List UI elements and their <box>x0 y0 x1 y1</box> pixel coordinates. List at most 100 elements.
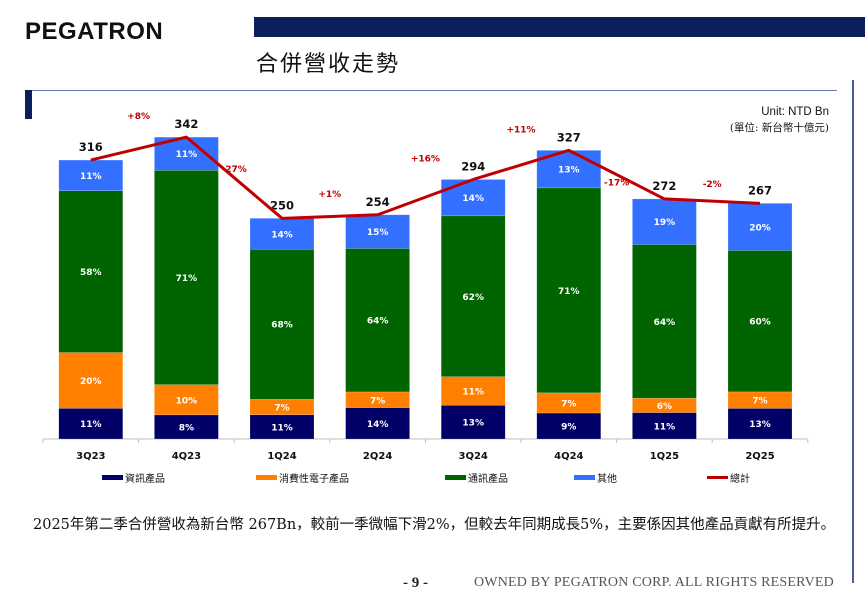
growth-label: -2% <box>703 180 722 190</box>
bar-segment-info <box>154 414 219 440</box>
segment-label: 11% <box>80 420 102 430</box>
segment-label: 62% <box>462 293 484 303</box>
copyright-notice: OWNED BY PEGATRON CORP. ALL RIGHTS RESER… <box>474 575 834 590</box>
page-title: 合併營收走勢 <box>256 52 401 77</box>
total-label: 316 <box>79 140 103 154</box>
segment-label: 20% <box>80 377 102 387</box>
legend-label: 總計 <box>730 474 750 485</box>
bar-segment-comm <box>632 244 697 399</box>
bar-segment-comm <box>345 248 410 393</box>
bar-segment-other <box>440 179 506 217</box>
category-label: 4Q24 <box>554 451 583 462</box>
legend-swatch-consumer <box>256 475 277 480</box>
category-label: 1Q24 <box>267 451 296 462</box>
segment-label: 20% <box>749 223 771 233</box>
total-label: 294 <box>461 159 485 173</box>
bar-segment-info <box>345 407 410 440</box>
segment-label: 7% <box>561 399 576 409</box>
summary-text: 2025年第二季合併營收為新台幣 267Bn，較前一季微幅下滑2%，但較去年同期… <box>33 517 836 533</box>
category-label: 2Q24 <box>363 451 392 462</box>
page-number: - 9 - <box>403 575 428 591</box>
bar-segment-other <box>249 218 315 250</box>
segment-label: 15% <box>367 228 389 238</box>
revenue-chart: 11% 20% 58% 11% 3Q23 316 8% 10% 71% 11% 4Q23 342 11%… <box>42 112 809 462</box>
bar-segment-info <box>536 412 602 440</box>
bar-segment-other <box>632 198 697 245</box>
bar-segment-consumer <box>154 384 219 416</box>
segment-label: 11% <box>271 423 293 433</box>
segment-label: 71% <box>558 287 580 297</box>
growth-label: +16% <box>411 154 440 164</box>
segment-label: 60% <box>749 318 771 328</box>
bar-segment-comm <box>249 248 315 400</box>
growth-label: -17% <box>604 178 629 188</box>
bar-segment-info <box>632 412 697 440</box>
bar-segment-comm <box>440 215 506 377</box>
legend-item-consumer: 消費性電子產品 <box>256 470 349 485</box>
category-label: 3Q24 <box>459 451 488 462</box>
legend-item-other: 其他 <box>574 470 617 485</box>
bar-segment-info <box>249 414 315 440</box>
segment-label: 19% <box>654 218 676 228</box>
total-label: 327 <box>557 130 581 144</box>
bar-segment-info <box>440 405 506 440</box>
bar-segment-comm <box>727 250 793 393</box>
legend-item-comm: 通訊產品 <box>445 470 508 485</box>
segment-label: 11% <box>462 387 484 397</box>
segment-label: 58% <box>80 268 102 278</box>
segment-label: 13% <box>462 419 484 429</box>
segment-label: 71% <box>176 274 198 284</box>
total-label: 342 <box>174 117 198 131</box>
segment-label: 9% <box>561 423 576 433</box>
segment-label: 7% <box>752 397 767 407</box>
segment-label: 14% <box>367 420 389 430</box>
segment-label: 8% <box>179 423 194 433</box>
bar-segment-other <box>727 203 793 251</box>
segment-label: 11% <box>80 172 102 182</box>
growth-label: +1% <box>318 190 341 200</box>
bar-segment-comm <box>536 187 602 394</box>
frame-accent <box>25 90 32 119</box>
legend-label: 其他 <box>597 474 617 485</box>
title-bar <box>254 17 865 37</box>
total-line <box>90 135 761 220</box>
bar-segment-comm <box>58 190 124 353</box>
legend-swatch-other <box>574 475 595 480</box>
segment-label: 7% <box>370 396 385 406</box>
legend-label: 消費性電子產品 <box>279 474 349 485</box>
bar-segment-comm <box>154 170 219 385</box>
pegatron-logo: PEGATRON <box>25 18 164 45</box>
legend-label: 資訊產品 <box>125 474 165 485</box>
segment-label: 10% <box>176 396 198 406</box>
bar-segment-consumer <box>58 352 124 409</box>
segment-label: 64% <box>654 318 676 328</box>
segment-label: 13% <box>749 420 771 430</box>
total-label: 272 <box>652 179 676 193</box>
legend-item-total: 總計 <box>707 470 750 485</box>
total-label: 250 <box>270 198 294 212</box>
segment-label: 64% <box>367 317 389 327</box>
segment-label: 14% <box>271 230 293 240</box>
legend-swatch-info <box>102 475 123 480</box>
bar-segment-consumer <box>440 376 506 406</box>
category-label: 3Q23 <box>76 451 105 462</box>
segment-label: 7% <box>274 404 289 414</box>
frame-right-border <box>852 80 854 583</box>
segment-label: 6% <box>657 402 672 412</box>
legend-swatch-total <box>707 476 728 479</box>
unit-en: Unit: NTD Bn <box>761 106 829 118</box>
segment-label: 13% <box>558 166 580 176</box>
total-label: 267 <box>748 183 772 197</box>
unit-label: Unit: NTD Bn (單位: 新台幣十億元) <box>730 104 829 136</box>
unit-zh: (單位: 新台幣十億元) <box>729 122 829 134</box>
bar-segment-info <box>58 408 124 440</box>
category-label: 1Q25 <box>650 451 679 462</box>
total-label: 254 <box>366 195 390 209</box>
growth-label: -27% <box>222 165 247 175</box>
legend-item-info: 資訊產品 <box>102 470 165 485</box>
bar-segment-other <box>345 214 410 249</box>
segment-label: 68% <box>271 321 293 331</box>
chart-legend: 資訊產品 消費性電子產品 通訊產品 其他 總計 <box>0 470 865 486</box>
legend-swatch-comm <box>445 475 466 480</box>
growth-label: +8% <box>127 112 150 122</box>
